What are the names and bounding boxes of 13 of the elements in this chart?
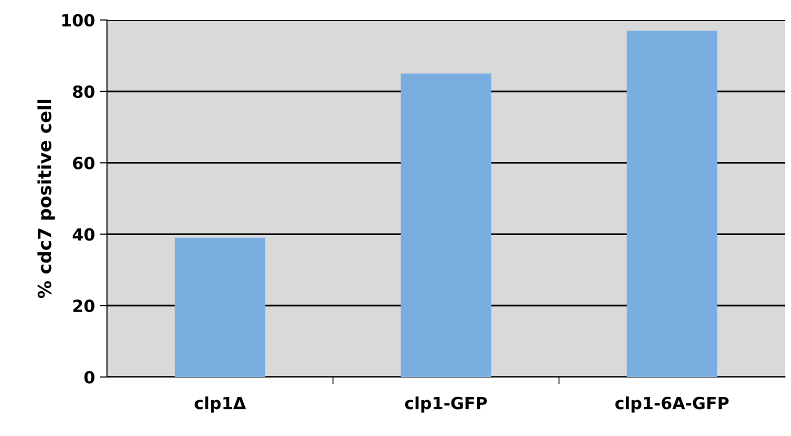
x-tick-label: clp1-GFP: [405, 396, 487, 413]
y-tick-label: 80: [73, 85, 94, 98]
y-tick-label: 100: [62, 14, 94, 27]
y-axis-title: % cdc7 positive cell: [37, 100, 55, 298]
bar: [626, 30, 718, 377]
bar: [400, 74, 492, 377]
y-tick-label: 40: [72, 228, 94, 241]
y-tick-label: 20: [73, 300, 94, 312]
x-tick-label: clp1-6A-GFP: [615, 396, 729, 413]
bar: [174, 238, 266, 377]
y-tick-label: 60: [73, 156, 94, 170]
y-tick-label: 0: [84, 370, 94, 384]
x-tick-label: clp1Δ: [194, 396, 246, 413]
